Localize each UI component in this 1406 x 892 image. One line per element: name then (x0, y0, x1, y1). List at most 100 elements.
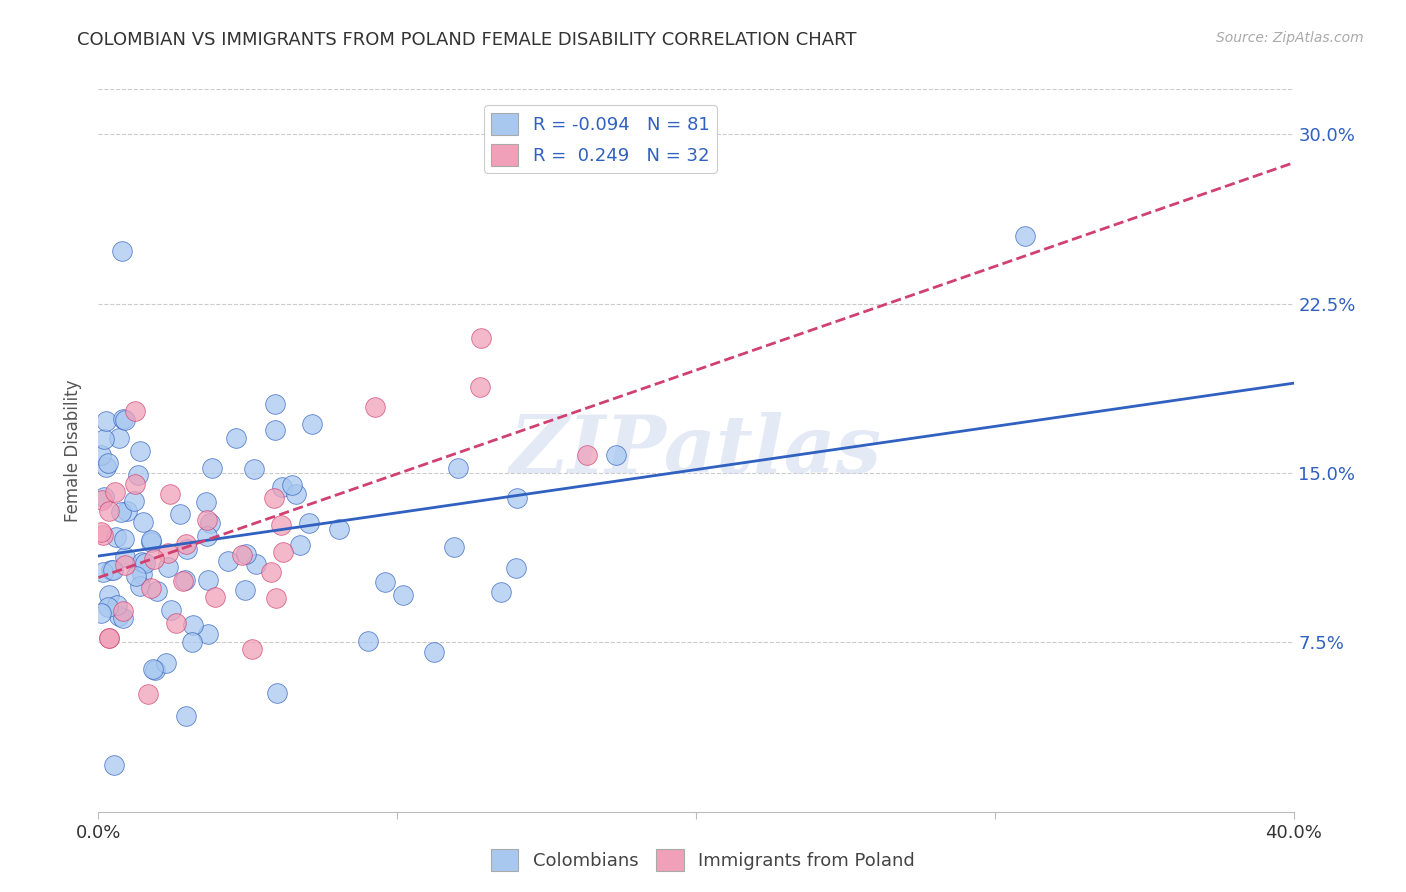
Point (264, 423, 287, 437)
Point (141, 533, 163, 548)
Point (468, 380, 491, 394)
Point (98, 631, 121, 645)
Point (243, 462, 266, 476)
Point (104, 485, 127, 500)
Point (392, 589, 415, 603)
Point (103, 758, 125, 772)
Point (231, 548, 253, 562)
Point (270, 518, 292, 533)
Point (181, 635, 204, 649)
Point (97, 504, 120, 518)
Point (97, 631, 120, 645)
Point (125, 569, 148, 583)
Point (290, 538, 312, 552)
Point (96, 414, 118, 428)
Point (139, 581, 162, 595)
Point (263, 491, 285, 505)
Point (197, 626, 219, 640)
Point (470, 330, 492, 344)
Point (90, 525, 112, 540)
Point (356, 633, 378, 648)
Point (90, 606, 112, 620)
Point (124, 403, 146, 417)
Point (114, 558, 136, 572)
Point (204, 590, 226, 604)
Point (197, 573, 219, 587)
Point (94, 459, 117, 474)
Point (174, 709, 197, 723)
Point (284, 486, 307, 500)
Point (105, 530, 128, 544)
Point (174, 537, 197, 551)
Point (271, 544, 294, 558)
Point (146, 583, 169, 598)
Point (110, 505, 132, 519)
Point (128, 579, 150, 593)
Point (245, 557, 267, 571)
Point (93, 432, 115, 446)
Text: COLOMBIAN VS IMMIGRANTS FROM POLAND FEMALE DISABILITY CORRELATION CHART: COLOMBIAN VS IMMIGRANTS FROM POLAND FEMA… (77, 31, 856, 49)
Point (200, 516, 222, 531)
Legend: Colombians, Immigrants from Poland: Colombians, Immigrants from Poland (484, 842, 922, 879)
Point (114, 550, 136, 565)
Point (107, 431, 129, 445)
Point (605, 448, 627, 462)
Point (132, 515, 155, 529)
Point (136, 687, 159, 701)
Point (97, 599, 120, 614)
Point (127, 467, 149, 482)
Point (422, 645, 444, 659)
Point (169, 507, 191, 521)
Point (263, 397, 285, 411)
Text: ZIPatlas: ZIPatlas (510, 412, 882, 489)
Point (271, 480, 294, 494)
Point (155, 657, 177, 671)
Point (195, 529, 218, 543)
Point (195, 513, 218, 527)
Point (93, 527, 115, 541)
Point (105, 598, 128, 612)
Point (142, 552, 165, 566)
Text: Source: ZipAtlas.com: Source: ZipAtlas.com (1216, 31, 1364, 45)
Point (160, 603, 183, 617)
Point (131, 567, 153, 582)
Point (111, 611, 134, 625)
Point (134, 556, 156, 570)
Point (165, 615, 187, 630)
Point (159, 487, 181, 501)
Point (142, 662, 165, 676)
Legend: R = -0.094   N = 81, R =  0.249   N = 32: R = -0.094 N = 81, R = 0.249 N = 32 (484, 105, 717, 173)
Point (128, 444, 150, 458)
Point (97, 457, 120, 471)
Point (181, 617, 204, 632)
Point (217, 553, 239, 567)
Point (157, 546, 180, 560)
Y-axis label: Female Disability: Female Disability (65, 379, 83, 522)
Point (111, 412, 134, 426)
Point (364, 401, 387, 415)
Point (172, 574, 194, 588)
Point (260, 566, 283, 580)
Point (124, 477, 146, 491)
Point (173, 573, 195, 587)
Point (264, 591, 287, 605)
Point (114, 532, 136, 546)
Point (143, 663, 166, 677)
Point (90, 448, 112, 462)
Point (90, 492, 112, 507)
Point (240, 642, 263, 657)
Point (505, 561, 527, 575)
Point (225, 431, 247, 445)
Point (115, 503, 138, 517)
Point (101, 563, 124, 577)
Point (111, 244, 134, 258)
Point (233, 582, 256, 597)
Point (112, 604, 135, 618)
Point (443, 540, 465, 554)
Point (281, 477, 304, 491)
Point (298, 516, 321, 530)
Point (575, 448, 598, 462)
Point (1014, 229, 1036, 244)
Point (156, 560, 179, 574)
Point (374, 574, 396, 589)
